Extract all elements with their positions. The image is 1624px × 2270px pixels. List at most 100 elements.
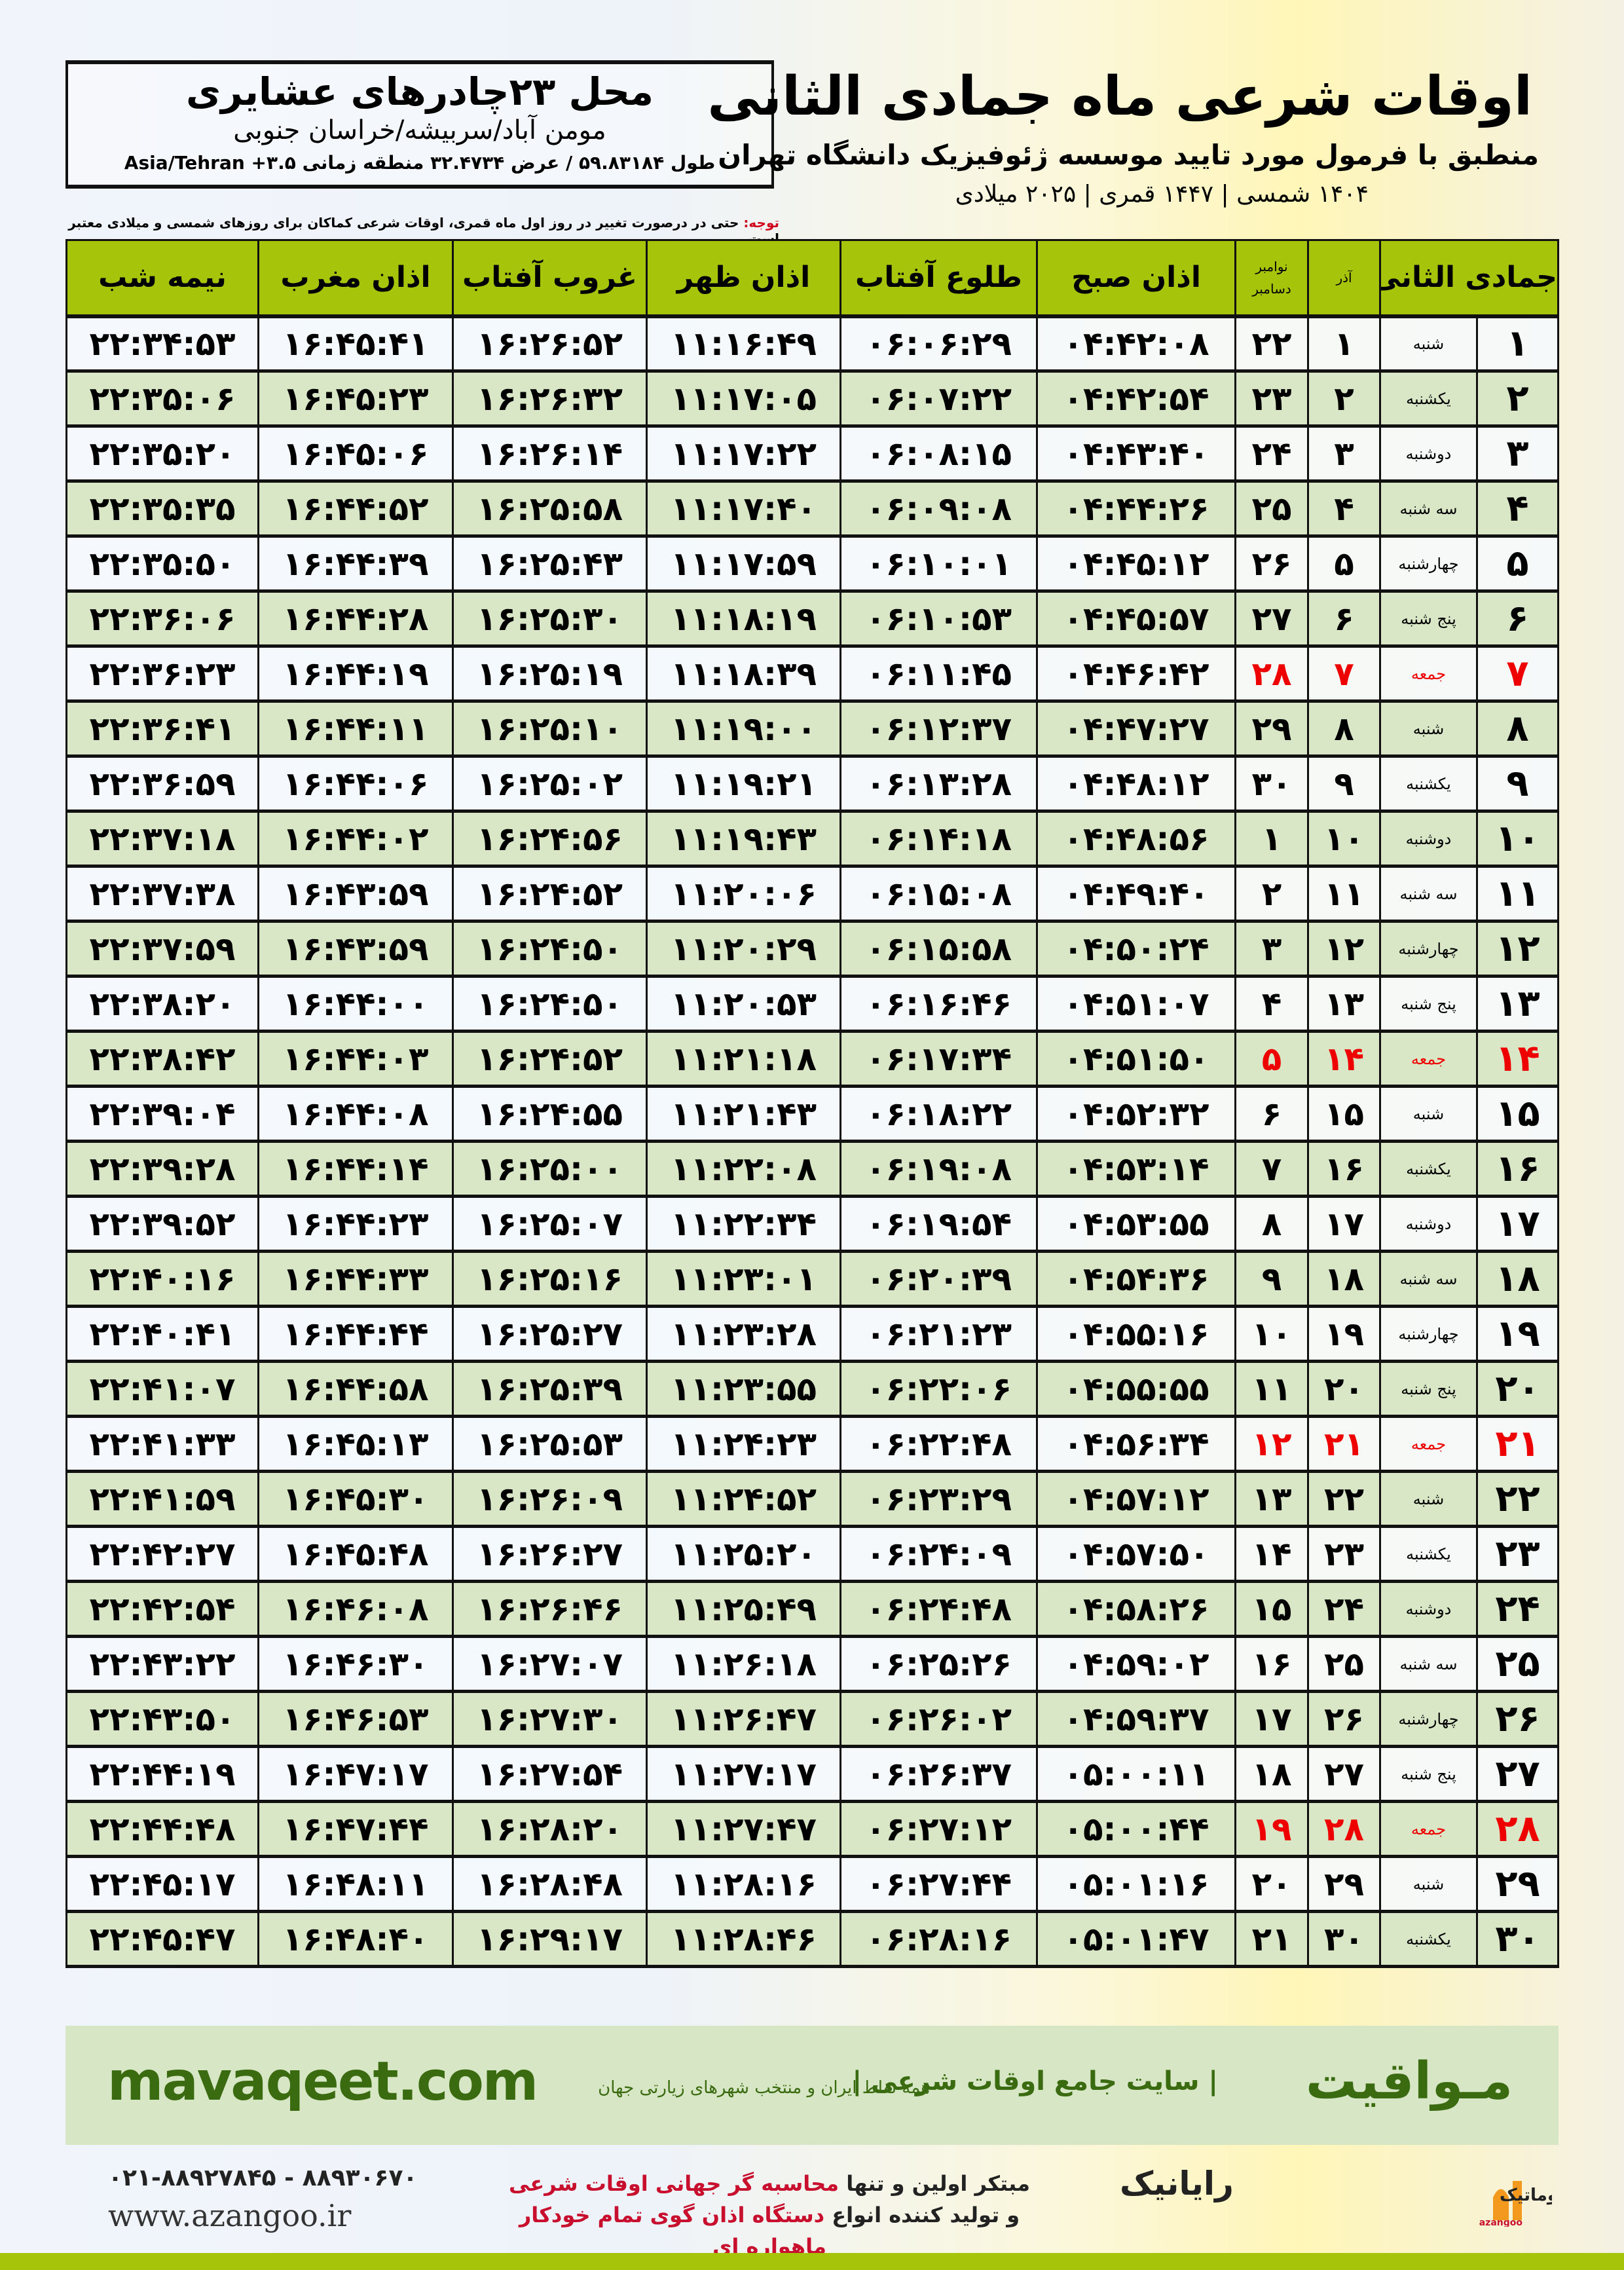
midnight-time: ۲۲:۴۵:۱۷ <box>65 1855 259 1913</box>
weekday: دوشنبه <box>1378 1195 1479 1253</box>
day-gregorian: ۲۵ <box>1234 480 1309 538</box>
table-row: ۲۰ پنج شنبه ۲۰ ۱۱ ۰۴:۵۵:۵۵ ۰۶:۲۲:۰۶ ۱۱:۲۳:۵۵ ۱۶… <box>65 1360 1560 1418</box>
sunrise-time: ۰۶:۲۳:۲۹ <box>840 1470 1038 1528</box>
table-row: ۱۹ چهارشنبه ۱۹ ۱۰ ۰۴:۵۵:۱۶ ۰۶:۲۱:۲۳ ۱۱:۲۳:۲۸ ۱۶… <box>65 1305 1560 1363</box>
day-hijri: ۲۵ <box>1476 1635 1560 1693</box>
sunrise-time: ۰۶:۱۱:۴۵ <box>840 645 1038 703</box>
weekday: یکشنبه <box>1378 1140 1479 1198</box>
note-text: حتی در درصورت تغییر در روز اول ماه قمری،… <box>68 215 779 246</box>
fajr-time: ۰۴:۴۵:۵۷ <box>1036 590 1236 648</box>
weekday: پنج شنبه <box>1378 1360 1479 1418</box>
day-gregorian: ۲۴ <box>1234 425 1309 483</box>
table-row: ۲۳ یکشنبه ۲۳ ۱۴ ۰۴:۵۷:۵۰ ۰۶:۲۴:۰۹ ۱۱:۲۵:۲۰ ۱۶:۲… <box>65 1525 1560 1583</box>
website-link[interactable]: www.azangoo.ir <box>108 2198 352 2233</box>
sunset-time: ۱۶:۲۷:۰۷ <box>452 1635 648 1693</box>
maghrib-time: ۱۶:۴۸:۱۱ <box>257 1855 454 1913</box>
tagline-1a: مبتکر اولین و تنها <box>839 2171 1030 2196</box>
maghrib-time: ۱۶:۴۵:۰۶ <box>257 425 454 483</box>
dhuhr-time: ۱۱:۱۷:۴۰ <box>646 480 841 538</box>
sunset-time: ۱۶:۲۴:۵۵ <box>452 1085 648 1143</box>
sunset-time: ۱۶:۲۷:۵۴ <box>452 1745 648 1803</box>
fajr-time: ۰۵:۰۱:۱۶ <box>1036 1855 1236 1913</box>
header-dhuhr: اذان ظهر <box>646 239 841 318</box>
dhuhr-time: ۱۱:۲۱:۱۸ <box>646 1030 841 1088</box>
maghrib-time: ۱۶:۴۴:۲۸ <box>257 590 454 648</box>
day-gregorian: ۷ <box>1234 1140 1309 1198</box>
maghrib-time: ۱۶:۴۴:۳۳ <box>257 1250 454 1308</box>
sunrise-time: ۰۶:۲۲:۴۸ <box>840 1415 1038 1473</box>
maghrib-time: ۱۶:۴۷:۴۴ <box>257 1800 454 1858</box>
maghrib-time: ۱۶:۴۴:۵۲ <box>257 480 454 538</box>
fajr-time: ۰۴:۴۳:۴۰ <box>1036 425 1236 483</box>
header-fajr: اذان صبح <box>1036 239 1236 318</box>
table-row: ۲۸ جمعه ۲۸ ۱۹ ۰۵:۰۰:۴۴ ۰۶:۲۷:۱۲ ۱۱:۲۷:۴۷ ۱۶:۲۸:… <box>65 1800 1560 1858</box>
dhuhr-time: ۱۱:۱۷:۲۲ <box>646 425 841 483</box>
day-azar: ۱۶ <box>1307 1140 1381 1198</box>
midnight-time: ۲۲:۴۳:۵۰ <box>65 1690 259 1748</box>
day-gregorian: ۵ <box>1234 1030 1309 1088</box>
header-azar: آذر <box>1307 239 1381 318</box>
maghrib-time: ۱۶:۴۴:۰۳ <box>257 1030 454 1088</box>
day-azar: ۱۸ <box>1307 1250 1381 1308</box>
day-gregorian: ۲۸ <box>1234 645 1309 703</box>
midnight-time: ۲۲:۳۵:۰۶ <box>65 370 259 428</box>
sunrise-time: ۰۶:۱۹:۵۴ <box>840 1195 1038 1253</box>
day-gregorian: ۱۵ <box>1234 1580 1309 1638</box>
promo-url-link[interactable]: mavaqeet.com <box>107 2051 538 2113</box>
promo-banner[interactable]: مـواقیت | سایت جامع اوقات شرعی | همه نقا… <box>65 2026 1559 2145</box>
fajr-time: ۰۴:۴۸:۵۶ <box>1036 810 1236 868</box>
day-hijri: ۲۶ <box>1476 1690 1560 1748</box>
day-azar: ۱۵ <box>1307 1085 1381 1143</box>
promo-subtext: همه نقاط ایران و منتخب شهرهای زیارتی جها… <box>598 2078 930 2098</box>
table-row: ۳ دوشنبه ۳ ۲۴ ۰۴:۴۳:۴۰ ۰۶:۰۸:۱۵ ۱۱:۱۷:۲۲ ۱۶:۲۶:… <box>65 425 1560 483</box>
fajr-time: ۰۴:۵۵:۵۵ <box>1036 1360 1236 1418</box>
midnight-time: ۲۲:۳۷:۵۹ <box>65 920 259 978</box>
sunrise-time: ۰۶:۲۱:۲۳ <box>840 1305 1038 1363</box>
table-body: ۱ شنبه ۱ ۲۲ ۰۴:۴۲:۰۸ ۰۶:۰۶:۲۹ ۱۱:۱۶:۴۹ ۱۶:۲۶:۵۲… <box>65 315 1560 1968</box>
midnight-time: ۲۲:۴۴:۱۹ <box>65 1745 259 1803</box>
day-hijri: ۹ <box>1476 755 1560 813</box>
weekday: شنبه <box>1378 700 1479 758</box>
fajr-time: ۰۴:۵۳:۵۵ <box>1036 1195 1236 1253</box>
maghrib-time: ۱۶:۴۷:۱۷ <box>257 1745 454 1803</box>
sunset-time: ۱۶:۲۵:۰۲ <box>452 755 648 813</box>
maghrib-time: ۱۶:۴۳:۵۹ <box>257 865 454 923</box>
midnight-time: ۲۲:۴۱:۰۷ <box>65 1360 259 1418</box>
dhuhr-time: ۱۱:۲۱:۴۳ <box>646 1085 841 1143</box>
dhuhr-time: ۱۱:۲۶:۴۷ <box>646 1690 841 1748</box>
midnight-time: ۲۲:۳۹:۵۲ <box>65 1195 259 1253</box>
day-hijri: ۷ <box>1476 645 1560 703</box>
sunset-time: ۱۶:۲۴:۵۶ <box>452 810 648 868</box>
header-hijri: جمادی الثانی <box>1378 239 1560 318</box>
dhuhr-time: ۱۱:۲۰:۰۶ <box>646 865 841 923</box>
day-gregorian: ۳۰ <box>1234 755 1309 813</box>
day-azar: ۱۹ <box>1307 1305 1381 1363</box>
maghrib-time: ۱۶:۴۵:۳۰ <box>257 1470 454 1528</box>
midnight-time: ۲۲:۳۹:۲۸ <box>65 1140 259 1198</box>
day-azar: ۳ <box>1307 425 1381 483</box>
maghrib-time: ۱۶:۴۵:۴۸ <box>257 1525 454 1583</box>
table-header-row: جمادی الثانی آذر نوامبر دسامبر اذان صبح ط… <box>65 239 1560 318</box>
day-hijri: ۱۵ <box>1476 1085 1560 1143</box>
day-hijri: ۲ <box>1476 370 1560 428</box>
maghrib-time: ۱۶:۴۴:۴۴ <box>257 1305 454 1363</box>
weekday: پنج شنبه <box>1378 590 1479 648</box>
day-azar: ۶ <box>1307 590 1381 648</box>
table-row: ۱۵ شنبه ۱۵ ۶ ۰۴:۵۲:۳۲ ۰۶:۱۸:۲۲ ۱۱:۲۱:۴۳ ۱۶:۲۴:۵… <box>65 1085 1560 1143</box>
day-gregorian: ۲۷ <box>1234 590 1309 648</box>
weekday: چهارشنبه <box>1378 920 1479 978</box>
day-gregorian: ۸ <box>1234 1195 1309 1253</box>
midnight-time: ۲۲:۴۳:۲۲ <box>65 1635 259 1693</box>
page-subtitle: منطبق با فرمول مورد تایید موسسه ژئوفیزیک… <box>718 139 1539 171</box>
sunrise-time: ۰۶:۱۹:۰۸ <box>840 1140 1038 1198</box>
day-hijri: ۲۳ <box>1476 1525 1560 1583</box>
weekday: سه شنبه <box>1378 1635 1479 1693</box>
weekday: سه شنبه <box>1378 865 1479 923</box>
maghrib-time: ۱۶:۴۶:۳۰ <box>257 1635 454 1693</box>
maghrib-time: ۱۶:۴۴:۰۶ <box>257 755 454 813</box>
sunset-time: ۱۶:۲۵:۰۷ <box>452 1195 648 1253</box>
day-hijri: ۲۹ <box>1476 1855 1560 1913</box>
maghrib-time: ۱۶:۴۴:۰۸ <box>257 1085 454 1143</box>
day-azar: ۹ <box>1307 755 1381 813</box>
